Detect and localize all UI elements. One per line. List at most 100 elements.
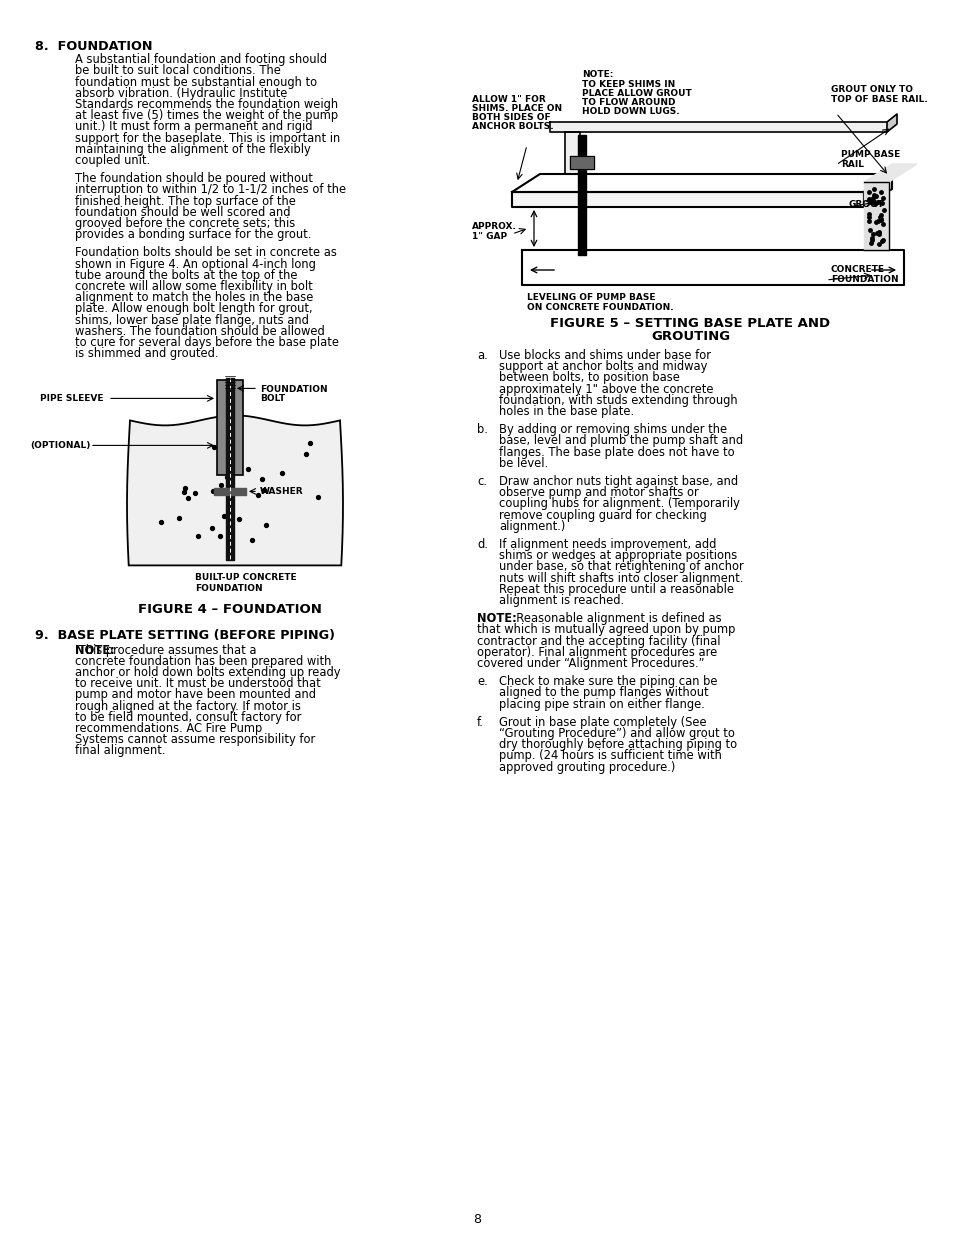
Polygon shape (863, 174, 891, 207)
Text: LEVELING OF PUMP BASE: LEVELING OF PUMP BASE (526, 293, 655, 303)
Text: concrete foundation has been prepared with: concrete foundation has been prepared wi… (75, 655, 331, 668)
Text: Foundation bolts should be set in concrete as: Foundation bolts should be set in concre… (75, 247, 336, 259)
Text: (OPTIONAL): (OPTIONAL) (30, 441, 91, 450)
Text: base, level and plumb the pump shaft and: base, level and plumb the pump shaft and (498, 435, 742, 447)
Text: support for the baseplate. This is important in: support for the baseplate. This is impor… (75, 132, 340, 144)
Text: FOUNDATION: FOUNDATION (194, 584, 262, 593)
Text: 8: 8 (473, 1213, 480, 1226)
Text: maintaining the alignment of the flexibly: maintaining the alignment of the flexibl… (75, 143, 311, 156)
Text: aligned to the pump flanges without: aligned to the pump flanges without (498, 687, 708, 699)
Text: remove coupling guard for checking: remove coupling guard for checking (498, 509, 706, 521)
Text: GROUTING: GROUTING (650, 330, 729, 343)
Text: CONCRETE: CONCRETE (830, 266, 884, 274)
Text: b.: b. (476, 424, 487, 436)
Text: GROUT: GROUT (848, 200, 883, 209)
Text: ALLOW 1" FOR: ALLOW 1" FOR (472, 95, 545, 104)
Text: anchor or hold down bolts extending up ready: anchor or hold down bolts extending up r… (75, 666, 340, 679)
Text: alignment is reached.: alignment is reached. (498, 594, 623, 606)
Text: BOTH SIDES OF: BOTH SIDES OF (472, 112, 550, 122)
Text: shims, lower base plate flange, nuts and: shims, lower base plate flange, nuts and (75, 314, 309, 326)
Text: If alignment needs improvement, add: If alignment needs improvement, add (498, 538, 716, 551)
Text: c.: c. (476, 475, 486, 488)
Text: be level.: be level. (498, 457, 548, 469)
Text: Check to make sure the piping can be: Check to make sure the piping can be (498, 676, 717, 688)
Text: 8.  FOUNDATION: 8. FOUNDATION (35, 40, 152, 53)
Text: plate. Allow enough bolt length for grout,: plate. Allow enough bolt length for grou… (75, 303, 313, 315)
Text: FIGURE 5 – SETTING BASE PLATE AND: FIGURE 5 – SETTING BASE PLATE AND (550, 317, 830, 330)
Polygon shape (127, 415, 343, 566)
Text: shown in Figure 4. An optional 4-inch long: shown in Figure 4. An optional 4-inch lo… (75, 258, 315, 270)
Text: TO KEEP SHIMS IN: TO KEEP SHIMS IN (581, 80, 675, 89)
Text: under base, so that retightening of anchor: under base, so that retightening of anch… (498, 561, 743, 573)
Text: Standards recommends the foundation weigh: Standards recommends the foundation weig… (75, 98, 337, 111)
Text: be built to suit local conditions. The: be built to suit local conditions. The (75, 64, 280, 78)
Text: washers. The foundation should be allowed: washers. The foundation should be allowe… (75, 325, 324, 338)
Text: f.: f. (476, 716, 483, 729)
Text: PLACE ALLOW GROUT: PLACE ALLOW GROUT (581, 89, 691, 98)
Text: NOTE:: NOTE: (75, 643, 114, 657)
Text: flanges. The base plate does not have to: flanges. The base plate does not have to (498, 446, 734, 458)
Polygon shape (569, 156, 594, 169)
Text: to be field mounted, consult factory for: to be field mounted, consult factory for (75, 711, 301, 724)
Text: 1" GAP: 1" GAP (472, 232, 507, 241)
Text: covered under “Alignment Procedures.”: covered under “Alignment Procedures.” (476, 657, 703, 671)
Text: placing pipe strain on either flange.: placing pipe strain on either flange. (498, 698, 704, 710)
Polygon shape (863, 164, 916, 182)
Text: This procedure assumes that a: This procedure assumes that a (75, 643, 256, 657)
Text: WASHER: WASHER (260, 487, 303, 496)
Text: holes in the base plate.: holes in the base plate. (498, 405, 634, 417)
Polygon shape (550, 122, 886, 132)
Text: GROUT ONLY TO: GROUT ONLY TO (830, 85, 912, 94)
Text: The foundation should be poured without: The foundation should be poured without (75, 172, 313, 185)
Text: foundation, with studs extending through: foundation, with studs extending through (498, 394, 737, 406)
Text: Use blocks and shims under base for: Use blocks and shims under base for (498, 350, 710, 362)
Text: PUMP BASE: PUMP BASE (841, 149, 900, 159)
Text: RAIL: RAIL (841, 161, 863, 169)
Text: unit.) It must form a permanent and rigid: unit.) It must form a permanent and rigi… (75, 120, 313, 133)
Text: foundation should be well scored and: foundation should be well scored and (75, 206, 291, 219)
Text: FOUNDATION: FOUNDATION (260, 385, 327, 394)
Text: d.: d. (476, 538, 487, 551)
Text: between bolts, to position base: between bolts, to position base (498, 372, 679, 384)
Text: NOTE:: NOTE: (581, 70, 613, 79)
Text: Draw anchor nuts tight against base, and: Draw anchor nuts tight against base, and (498, 475, 738, 488)
Bar (216, 380, 243, 475)
Text: APPROX.: APPROX. (472, 222, 517, 231)
Text: FIGURE 4 – FOUNDATION: FIGURE 4 – FOUNDATION (138, 604, 321, 616)
Text: is shimmed and grouted.: is shimmed and grouted. (75, 347, 218, 361)
Text: recommendations. AC Fire Pump: recommendations. AC Fire Pump (75, 722, 262, 735)
Text: that which is mutually agreed upon by pump: that which is mutually agreed upon by pu… (476, 624, 735, 636)
Polygon shape (512, 191, 863, 207)
Text: dry thoroughly before attaching piping to: dry thoroughly before attaching piping t… (498, 739, 737, 751)
Text: interruption to within 1/2 to 1-1/2 inches of the: interruption to within 1/2 to 1-1/2 inch… (75, 184, 346, 196)
Text: BOLT: BOLT (260, 394, 285, 404)
Text: alignment to match the holes in the base: alignment to match the holes in the base (75, 291, 313, 304)
Text: “Grouting Procedure”) and allow grout to: “Grouting Procedure”) and allow grout to (498, 727, 734, 740)
Text: finished height. The top surface of the: finished height. The top surface of the (75, 195, 295, 207)
Text: observe pump and motor shafts or: observe pump and motor shafts or (498, 487, 698, 499)
Polygon shape (564, 132, 579, 174)
Polygon shape (886, 114, 896, 132)
Text: operator). Final alignment procedures are: operator). Final alignment procedures ar… (476, 646, 717, 658)
Text: foundation must be substantial enough to: foundation must be substantial enough to (75, 75, 316, 89)
Text: nuts will shift shafts into closer alignment.: nuts will shift shafts into closer align… (498, 572, 742, 584)
Text: alignment.): alignment.) (498, 520, 565, 532)
Text: e.: e. (476, 676, 487, 688)
Text: approved grouting procedure.): approved grouting procedure.) (498, 761, 675, 773)
Text: final alignment.: final alignment. (75, 745, 165, 757)
Text: Grout in base plate completely (See: Grout in base plate completely (See (498, 716, 706, 729)
Text: provides a bonding surface for the grout.: provides a bonding surface for the grout… (75, 228, 311, 241)
Text: Reasonable alignment is defined as: Reasonable alignment is defined as (509, 613, 720, 625)
Text: coupled unit.: coupled unit. (75, 154, 150, 167)
Text: Repeat this procedure until a reasonable: Repeat this procedure until a reasonable (498, 583, 733, 595)
Text: ON CONCRETE FOUNDATION.: ON CONCRETE FOUNDATION. (526, 303, 673, 312)
Text: Systems cannot assume responsibility for: Systems cannot assume responsibility for (75, 734, 314, 746)
Text: ANCHOR BOLTS.: ANCHOR BOLTS. (472, 122, 553, 131)
Text: approximately 1" above the concrete: approximately 1" above the concrete (498, 383, 713, 395)
Text: support at anchor bolts and midway: support at anchor bolts and midway (498, 361, 706, 373)
Text: shims or wedges at appropriate positions: shims or wedges at appropriate positions (498, 550, 737, 562)
Text: coupling hubs for alignment. (Temporarily: coupling hubs for alignment. (Temporaril… (498, 498, 740, 510)
Text: FOUNDATION: FOUNDATION (830, 275, 898, 284)
Text: to receive unit. It must be understood that: to receive unit. It must be understood t… (75, 677, 320, 690)
Text: contractor and the accepting facility (final: contractor and the accepting facility (f… (476, 635, 720, 647)
